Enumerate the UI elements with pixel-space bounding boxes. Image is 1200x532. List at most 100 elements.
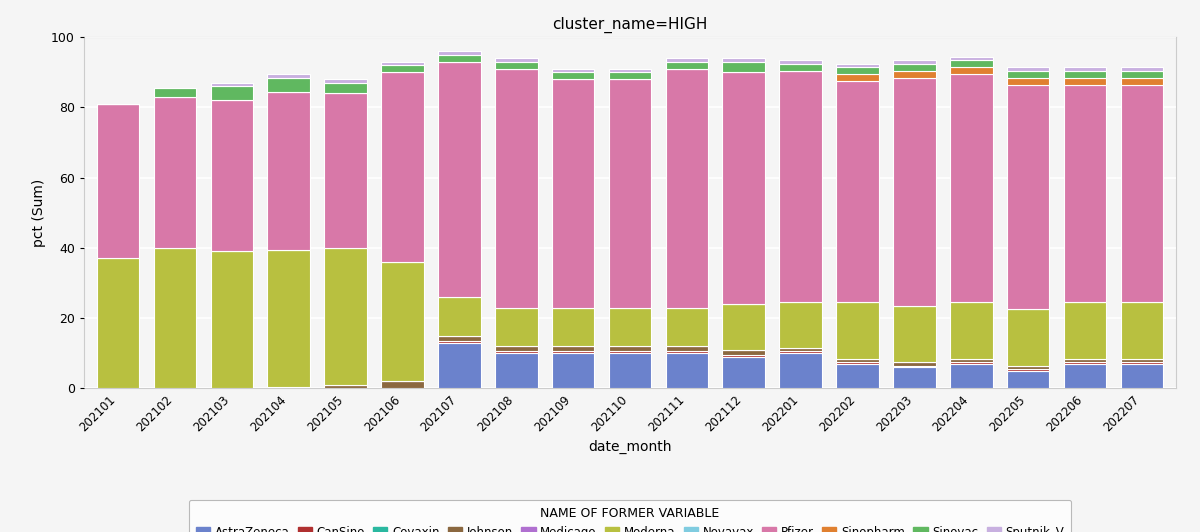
Bar [382,65,424,72]
Bar [608,352,652,353]
Bar [494,346,538,352]
Bar [608,72,652,79]
Bar [1007,85,1050,310]
Bar [666,346,708,352]
Bar [1007,371,1050,388]
Bar [779,64,822,71]
Bar [1007,365,1050,369]
Bar [666,353,708,388]
Bar [494,69,538,307]
Bar [1063,302,1106,359]
Bar [438,51,481,55]
Bar [950,74,992,302]
Bar [1063,67,1106,71]
Bar [382,381,424,388]
Bar [893,78,936,306]
Bar [324,83,367,94]
Bar [722,355,766,357]
Bar [608,353,652,388]
Bar [893,306,936,362]
Bar [382,72,424,262]
Bar [154,97,197,248]
Bar [722,357,766,388]
Bar [893,362,936,365]
Bar [722,62,766,72]
Bar [154,248,197,388]
Bar [893,71,936,78]
Bar [950,60,992,67]
Bar [324,385,367,388]
Bar [950,302,992,359]
Bar [324,248,367,385]
Bar [494,352,538,353]
Bar [950,362,992,364]
Bar [438,297,481,336]
Bar [1063,71,1106,78]
Bar [382,262,424,381]
Bar [950,56,992,60]
Bar [1063,359,1106,362]
Bar [836,67,878,74]
Bar [210,83,253,86]
Bar [779,348,822,352]
Bar [1063,362,1106,364]
Bar [494,353,538,388]
Bar [722,72,766,304]
Bar [608,79,652,307]
Bar [836,302,878,359]
Bar [836,64,878,67]
Bar [552,346,594,352]
Bar [666,69,708,307]
X-axis label: date_month: date_month [588,440,672,454]
Bar [268,92,310,250]
Bar [268,74,310,78]
Legend: AstraZeneca, CanSino, Covaxin, Johnson, Medicago, Moderna, Novavax, Pfizer, Sino: AstraZeneca, CanSino, Covaxin, Johnson, … [188,500,1072,532]
Bar [666,352,708,353]
Bar [722,304,766,350]
Bar [552,72,594,79]
Bar [1121,85,1163,302]
Bar [552,69,594,72]
Bar [1007,67,1050,71]
Bar [608,307,652,346]
Bar [494,62,538,69]
Bar [950,67,992,74]
Bar [836,362,878,364]
Bar [268,387,310,388]
Bar [154,88,197,97]
Bar [1121,364,1163,388]
Bar [779,352,822,353]
Bar [382,62,424,65]
Bar [666,59,708,62]
Title: cluster_name=HIGH: cluster_name=HIGH [552,17,708,33]
Bar [324,79,367,83]
Bar [97,259,139,388]
Bar [836,364,878,388]
Bar [1007,309,1050,365]
Bar [1121,359,1163,362]
Bar [836,81,878,302]
Bar [324,94,367,248]
Bar [1007,71,1050,78]
Bar [893,60,936,63]
Bar [1063,78,1106,85]
Bar [666,62,708,69]
Bar [1121,78,1163,85]
Bar [438,341,481,343]
Bar [1121,71,1163,78]
Bar [552,307,594,346]
Bar [836,74,878,81]
Bar [1007,78,1050,85]
Bar [950,359,992,362]
Bar [1007,369,1050,371]
Bar [608,69,652,72]
Bar [779,353,822,388]
Bar [494,307,538,346]
Bar [893,365,936,367]
Bar [836,359,878,362]
Bar [950,364,992,388]
Bar [1063,364,1106,388]
Bar [893,367,936,388]
Bar [268,78,310,92]
Bar [666,307,708,346]
